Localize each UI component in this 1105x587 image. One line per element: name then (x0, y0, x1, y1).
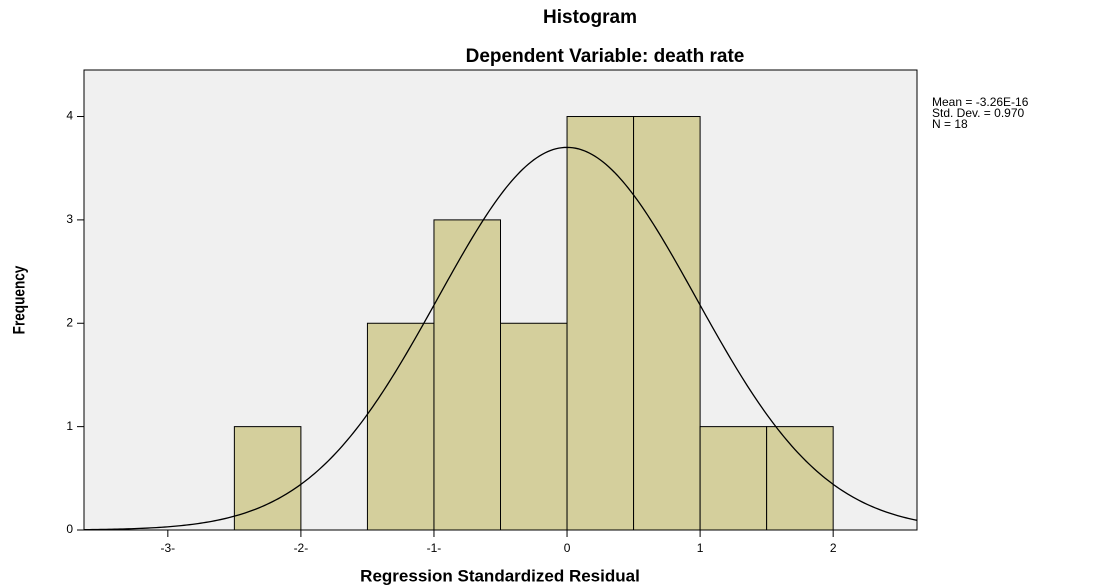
normal-curve (83, 146, 918, 531)
annotation: N = 18 (932, 117, 968, 131)
bar (500, 322, 568, 531)
bar (766, 426, 834, 531)
bar (633, 116, 701, 531)
x-tick-label: 2 (830, 541, 837, 555)
annotation: Mean = -3.26E-16 (932, 95, 1029, 109)
bar (366, 322, 435, 531)
x-axis-title: Regression Standardized Residual (360, 566, 640, 585)
bar (699, 426, 768, 531)
x-tick-label: 1 (697, 541, 704, 555)
y-tick-label: 3 (66, 212, 73, 226)
annotation: Std. Dev. = 0.970 (932, 106, 1024, 120)
x-tick-label: -3- (160, 541, 175, 555)
x-tick-label: -2- (294, 541, 309, 555)
chart-title: Histogram (543, 7, 637, 28)
y-tick-label: 1 (66, 419, 73, 433)
x-tick-label: 0 (564, 541, 571, 555)
y-tick-label: 4 (66, 109, 73, 123)
y-axis-title: Frequency (10, 265, 29, 334)
chart-subtitle: Dependent Variable: death rate (466, 46, 745, 67)
y-tick-label: 0 (66, 522, 73, 536)
bar (566, 116, 635, 531)
bar (433, 219, 502, 531)
x-tick-label: -1- (427, 541, 442, 555)
bar (233, 426, 302, 531)
y-tick-label: 2 (66, 315, 73, 329)
